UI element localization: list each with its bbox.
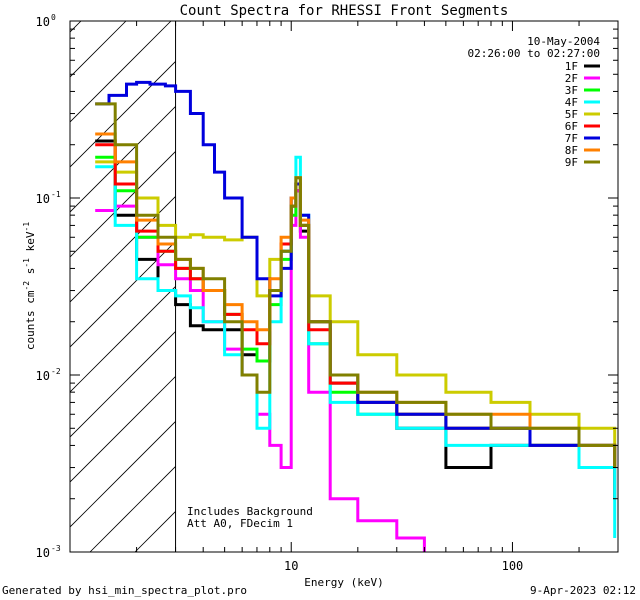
x-axis-label: Energy (keV) <box>304 576 383 589</box>
series-layer <box>95 80 617 552</box>
chart-title: Count Spectra for RHESSI Front Segments <box>180 3 509 19</box>
y-label-exp-2: -1 <box>22 258 31 268</box>
footer-timestamp: 9-Apr-2023 02:12 <box>530 584 636 597</box>
legend-label-6F: 6F <box>565 120 578 133</box>
legend-label-2F: 2F <box>565 72 578 85</box>
y-tick-exponent: 0 <box>51 13 56 22</box>
legend-label-4F: 4F <box>565 96 578 109</box>
y-label-part-3: keV <box>24 231 37 258</box>
y-tick-label: 10 <box>36 192 50 206</box>
y-tick-label: 10 <box>36 15 50 29</box>
y-label-part-1: counts cm <box>24 290 37 350</box>
time-range-label: 02:26:00 to 02:27:00 <box>468 47 600 60</box>
series-line-9F <box>95 102 617 468</box>
series-line-4F <box>95 155 617 538</box>
y-label-exp-3: -1 <box>22 222 31 232</box>
plot-frame <box>69 20 619 553</box>
legend-label-7F: 7F <box>565 132 578 145</box>
y-axis-label: counts cm-2 s-1 keV-1 <box>22 222 37 350</box>
footer-generated: Generated by hsi_min_spectra_plot.pro <box>2 584 247 597</box>
legend-label-1F: 1F <box>565 60 578 73</box>
legend-label-8F: 8F <box>565 144 578 157</box>
series-line-6F <box>95 143 617 468</box>
annotation-line-1: Includes Background <box>187 505 313 518</box>
y-tick-label: 10 <box>36 546 50 560</box>
legend-label-5F: 5F <box>565 108 578 121</box>
series-line-3F <box>95 155 617 468</box>
series-line-7F <box>95 80 617 468</box>
legend-label-9F: 9F <box>565 156 578 169</box>
legend-label-3F: 3F <box>565 84 578 97</box>
date-label: 10-May-2004 <box>527 35 600 48</box>
background-hatch-region <box>70 21 177 552</box>
annotation-line-2: Att A0, FDecim 1 <box>187 517 293 530</box>
y-tick-label: 10 <box>36 369 50 383</box>
y-tick-exponent: -2 <box>51 367 61 376</box>
y-tick-exponent: -3 <box>51 544 61 553</box>
x-tick-label: 10 <box>284 559 298 573</box>
y-tick-exponent: -1 <box>51 190 61 199</box>
series-line-8F <box>95 132 617 468</box>
y-label-part-2: s <box>24 268 37 281</box>
x-tick-label: 100 <box>502 559 524 573</box>
y-label-exp-1: -2 <box>22 281 31 291</box>
hatch-lines <box>70 21 176 552</box>
